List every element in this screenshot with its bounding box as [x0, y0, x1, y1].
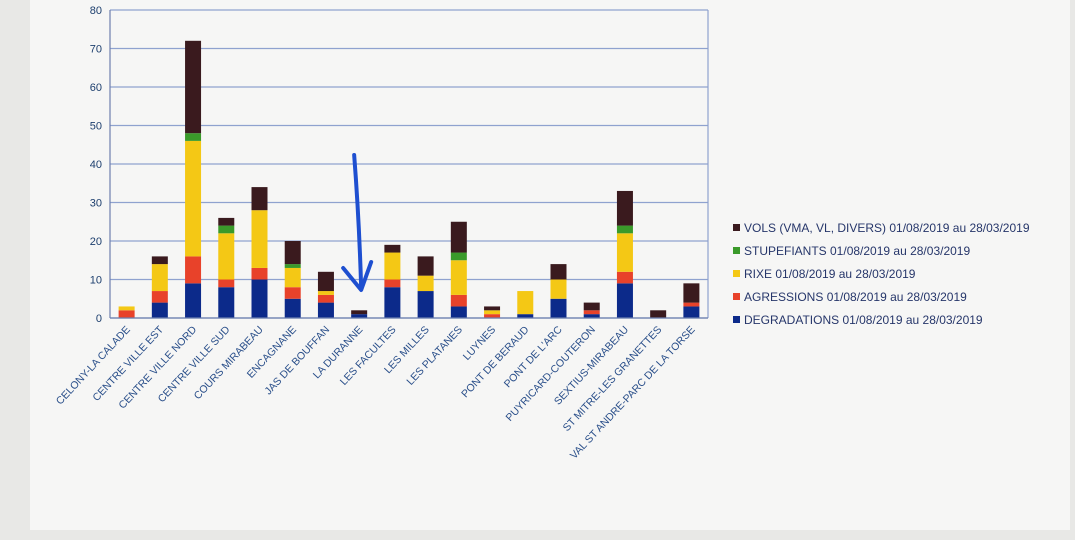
bar-segment-rixe-sextius-mirabeau: [616, 233, 633, 272]
bar-segment-agressions-centre-ville-sud: [218, 279, 235, 288]
bar-segment-agressions-luynes: [484, 314, 501, 318]
bar-segment-rixe-luynes: [484, 310, 501, 315]
bar-segment-degradations-centre-ville-nord: [185, 283, 202, 318]
bar-segment-agressions-les-platanes: [450, 294, 467, 307]
arrow-head: [341, 260, 374, 292]
axes: [109, 10, 709, 319]
legend-swatch: [733, 316, 740, 323]
bar-segment-degradations-sextius-mirabeau: [616, 283, 633, 318]
legend-swatch: [733, 293, 740, 300]
bar-segment-degradations-la-duranne: [351, 314, 368, 318]
bar-segment-stupefiants-centre-ville-nord: [185, 133, 202, 141]
y-tick-label: 60: [90, 82, 102, 94]
bar-segment-degradations-jas-de-bouffan: [317, 302, 334, 318]
y-tick-label: 50: [90, 121, 102, 133]
legend-label: RIXE 01/08/2019 au 28/03/2019: [744, 267, 916, 281]
bar-segment-degradations-les-facultes: [384, 287, 401, 318]
bar-segment-rixe-cours-mirabeau: [251, 210, 268, 268]
bar-segment-rixe-celony-la-calade: [118, 306, 135, 311]
legend-swatch: [733, 224, 740, 231]
bar-segment-agressions-val-st-andre-parc-de-la-torse: [683, 302, 700, 307]
legend: VOLS (VMA, VL, DIVERS) 01/08/2019 au 28/…: [733, 221, 1030, 327]
legend-label: AGRESSIONS 01/08/2019 au 28/03/2019: [744, 290, 967, 304]
bar-segment-rixe-pont-de-beraud: [517, 291, 534, 315]
legend-swatch: [733, 247, 740, 254]
bar-segment-degradations-encagnane: [284, 298, 301, 318]
bar-segment-vols-encagnane: [284, 241, 301, 265]
legend-label: STUPEFIANTS 01/08/2019 au 28/03/2019: [744, 244, 970, 258]
bar-segment-rixe-jas-de-bouffan: [317, 291, 334, 295]
bar-segment-vols-la-duranne: [351, 310, 368, 315]
y-tick-label: 30: [90, 198, 102, 210]
y-tick-label: 40: [90, 159, 102, 171]
bar-segment-vols-sextius-mirabeau: [616, 190, 633, 226]
y-tick-label: 10: [90, 275, 102, 287]
bar-segment-rixe-pont-de-l-arc: [550, 279, 567, 299]
bar-segment-agressions-centre-ville-nord: [185, 256, 202, 284]
bar-segment-vols-les-milles: [417, 256, 434, 276]
bar-segment-agressions-jas-de-bouffan: [317, 294, 334, 303]
bar-segment-stupefiants-encagnane: [284, 264, 301, 268]
bar-segment-stupefiants-les-platanes: [450, 252, 467, 261]
bar-segment-degradations-centre-ville-est: [151, 302, 168, 318]
bar-segment-rixe-encagnane: [284, 267, 301, 288]
arrow-shaft: [352, 153, 364, 290]
bar-segment-degradations-les-milles: [417, 291, 434, 318]
bar-segment-degradations-val-st-andre-parc-de-la-torse: [683, 306, 700, 318]
y-tick-label: 0: [96, 313, 102, 325]
bar-segment-agressions-centre-ville-est: [151, 291, 168, 303]
bar-segment-vols-cours-mirabeau: [251, 187, 268, 211]
bar-segment-vols-centre-ville-est: [151, 256, 168, 265]
bar-segment-agressions-sextius-mirabeau: [616, 271, 633, 284]
bar-segment-vols-st-mitre-les-granettes: [650, 310, 667, 318]
bar-segment-vols-centre-ville-sud: [218, 217, 235, 226]
bar-segment-degradations-cours-mirabeau: [251, 279, 268, 318]
bar-segment-rixe-centre-ville-sud: [218, 233, 235, 280]
bar-segment-agressions-cours-mirabeau: [251, 267, 268, 280]
bar-segment-vols-pont-de-l-arc: [550, 264, 567, 280]
bar-segment-vols-puyricard-couteron: [583, 302, 600, 311]
bars: [118, 40, 700, 318]
y-tick-label: 70: [90, 44, 102, 56]
bar-segment-vols-luynes: [484, 306, 501, 311]
bar-segment-vols-les-platanes: [450, 221, 467, 253]
y-tick-label: 80: [90, 5, 102, 17]
bar-segment-agressions-encagnane: [284, 287, 301, 299]
bar-segment-rixe-les-facultes: [384, 252, 401, 280]
legend-label: VOLS (VMA, VL, DIVERS) 01/08/2019 au 28/…: [744, 221, 1030, 235]
legend-swatch: [733, 270, 740, 277]
bar-segment-agressions-puyricard-couteron: [583, 310, 600, 315]
bar-segment-rixe-centre-ville-nord: [185, 140, 202, 257]
bar-segment-agressions-les-facultes: [384, 279, 401, 288]
legend-label: DEGRADATIONS 01/08/2019 au 28/03/2019: [744, 313, 983, 327]
bar-segment-vols-val-st-andre-parc-de-la-torse: [683, 283, 700, 303]
bar-segment-degradations-pont-de-l-arc: [550, 298, 567, 318]
annotation-arrow: [341, 153, 374, 292]
y-tick-label: 20: [90, 236, 102, 248]
y-tick-labels: 0 10 20 30 40 50 60 70 80: [90, 5, 102, 325]
bar-segment-agressions-celony-la-calade: [118, 310, 135, 318]
bar-segment-degradations-les-platanes: [450, 306, 467, 318]
bar-segment-rixe-les-platanes: [450, 260, 467, 295]
bar-segment-degradations-pont-de-beraud: [517, 314, 534, 318]
bar-segment-stupefiants-centre-ville-sud: [218, 225, 235, 234]
bar-segment-degradations-puyricard-couteron: [583, 314, 600, 318]
bar-segment-stupefiants-sextius-mirabeau: [616, 225, 633, 234]
bar-segment-degradations-centre-ville-sud: [218, 287, 235, 318]
bar-segment-rixe-les-milles: [417, 275, 434, 292]
paper-background: [30, 0, 1070, 530]
bar-segment-rixe-centre-ville-est: [151, 264, 168, 292]
bar-segment-vols-centre-ville-nord: [185, 40, 202, 134]
bar-segment-vols-jas-de-bouffan: [317, 271, 334, 292]
bar-segment-vols-les-facultes: [384, 244, 401, 253]
